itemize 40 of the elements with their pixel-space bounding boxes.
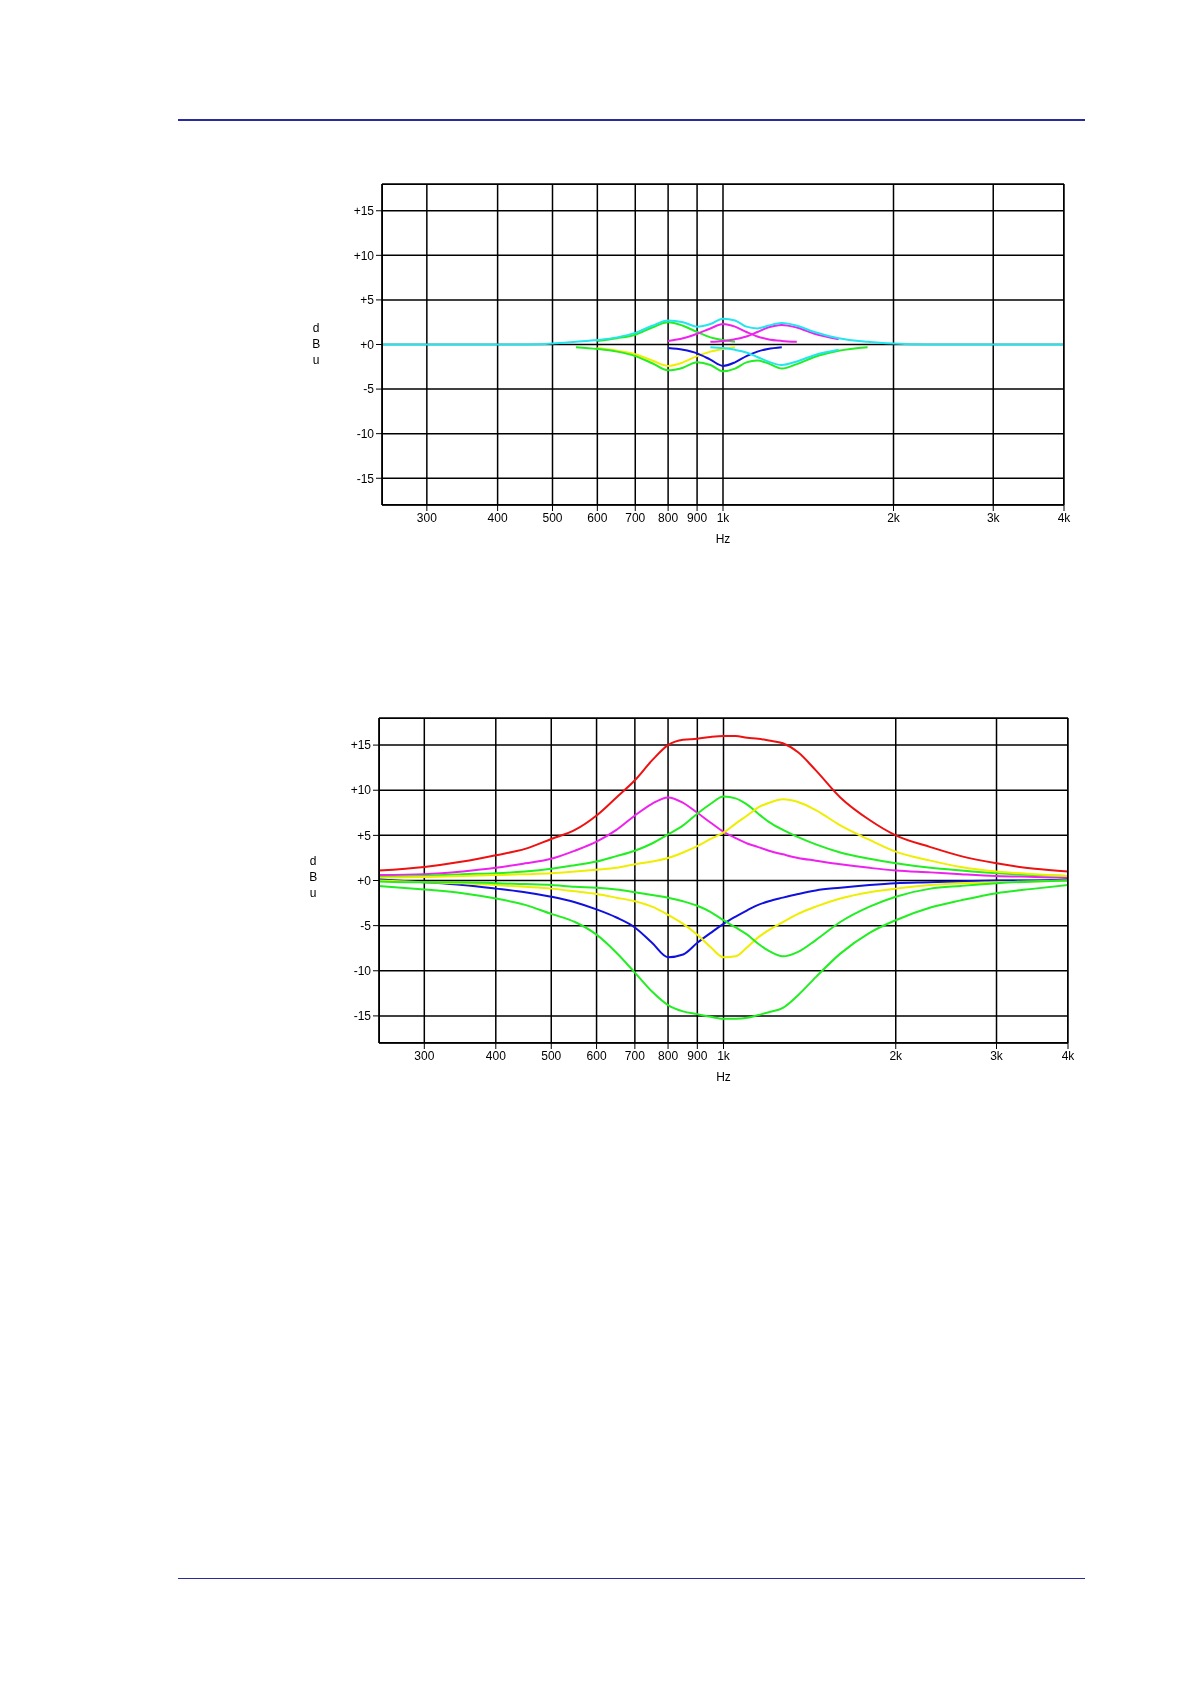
y-tick-label: -5 — [360, 918, 372, 933]
x-axis-title: Hz — [716, 1070, 731, 1084]
x-tick-label: 900 — [687, 510, 708, 525]
y-tick-label: +10 — [353, 248, 375, 263]
x-tick-label: 4k — [1061, 1048, 1076, 1063]
x-tick-label: 800 — [658, 1048, 679, 1063]
y-tick-label: +0 — [360, 337, 375, 352]
x-tick-label: 300 — [416, 510, 438, 525]
x-tick-label: 500 — [541, 1048, 562, 1063]
x-tick-label: 600 — [586, 1048, 607, 1063]
x-tick-label: 3k — [990, 1048, 1004, 1063]
y-tick-label: -10 — [356, 426, 375, 441]
x-tick-label: 700 — [624, 1048, 646, 1063]
y-tick-label: -15 — [353, 1009, 372, 1024]
y-axis-title: dBu — [312, 320, 321, 368]
y-axis-title: dBu — [309, 853, 318, 901]
x-tick-label: 500 — [542, 510, 563, 525]
y-tick-label: +5 — [357, 828, 372, 843]
y-tick-label: +5 — [360, 293, 375, 308]
x-axis-title: Hz — [715, 532, 731, 546]
y-tick-label: +15 — [353, 204, 375, 219]
x-tick-label: 4k — [1057, 510, 1072, 525]
x-tick-label: 900 — [687, 1048, 708, 1063]
x-tick-label: 700 — [625, 510, 646, 525]
x-tick-label: 800 — [658, 510, 679, 525]
x-tick-label: 400 — [487, 510, 508, 525]
y-tick-label: -15 — [356, 471, 375, 486]
y-tick-label: +0 — [357, 873, 372, 888]
y-tick-label: -10 — [353, 964, 372, 979]
x-tick-label: 400 — [485, 1048, 507, 1063]
y-tick-label: +10 — [350, 783, 372, 798]
x-tick-label: 3k — [986, 510, 1001, 525]
x-tick-label: 1k — [716, 510, 731, 525]
x-tick-label: 2k — [889, 1048, 904, 1063]
y-tick-label: +15 — [350, 738, 372, 753]
y-tick-label: -5 — [363, 382, 375, 397]
x-tick-label: 300 — [414, 1048, 435, 1063]
x-tick-label: 1k — [717, 1048, 731, 1063]
x-tick-label: 600 — [587, 510, 608, 525]
x-tick-label: 2k — [887, 510, 901, 525]
